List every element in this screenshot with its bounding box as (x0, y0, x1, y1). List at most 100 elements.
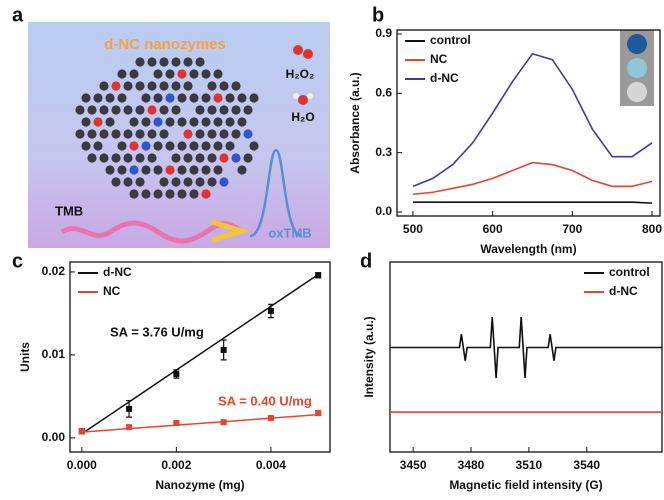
atom (225, 141, 235, 151)
legend-label: control (430, 33, 471, 47)
x-tick-label: 0.004 (256, 458, 286, 472)
atom (189, 165, 199, 175)
atom (213, 93, 223, 103)
atom (135, 129, 145, 139)
atom (213, 69, 223, 79)
data-point (315, 272, 322, 279)
atom (147, 57, 157, 67)
x-tick-label: 0.002 (161, 458, 191, 472)
series-line (390, 317, 662, 378)
atom (171, 105, 181, 115)
x-tick-label: 3480 (458, 458, 485, 472)
y-axis-label: Units (18, 342, 32, 372)
atom (105, 117, 115, 127)
x-axis-label: Wavelength (nm) (480, 242, 576, 256)
data-point (173, 419, 180, 426)
atom (81, 141, 91, 151)
atom (159, 177, 169, 187)
plot-frame (389, 261, 663, 453)
atom (153, 117, 163, 127)
atom (231, 153, 241, 163)
atom (201, 141, 211, 151)
h2o2-atom (303, 49, 313, 59)
atom (87, 129, 97, 139)
y-tick-label: 0.02 (42, 264, 66, 278)
atom (165, 165, 175, 175)
atom (189, 93, 199, 103)
atom (219, 129, 229, 139)
x-tick-label: 3450 (400, 458, 427, 472)
atom (201, 189, 211, 199)
x-tick-label: 3510 (516, 458, 543, 472)
atom (171, 57, 181, 67)
atom (105, 93, 115, 103)
atom (195, 153, 205, 163)
atom (189, 141, 199, 151)
data-point (267, 307, 274, 314)
series-line (412, 52, 653, 188)
atom (189, 189, 199, 199)
atom (225, 93, 235, 103)
y-tick-label: 0.9 (375, 26, 392, 40)
atom (117, 93, 127, 103)
x-tick-label: 3540 (573, 458, 600, 472)
legend-label: NC (103, 284, 121, 298)
atom (93, 141, 103, 151)
atom (147, 81, 157, 91)
atom (219, 153, 229, 163)
reaction-arrow (211, 219, 251, 243)
atom (213, 165, 223, 175)
atom (243, 129, 253, 139)
atom (195, 105, 205, 115)
atom (123, 105, 133, 115)
atom (183, 81, 193, 91)
atom (123, 177, 133, 187)
x-tick-label: 600 (483, 222, 503, 236)
atom (165, 93, 175, 103)
atom (117, 165, 127, 175)
atom (225, 117, 235, 127)
atom (129, 165, 139, 175)
atom (189, 117, 199, 127)
atom (123, 153, 133, 163)
atom (99, 81, 109, 91)
atom (93, 93, 103, 103)
data-point (220, 419, 227, 426)
panel-label: c (12, 250, 23, 272)
atom (177, 69, 187, 79)
atom (243, 153, 253, 163)
atom (207, 153, 217, 163)
y-axis-label: Intensity (a.u.) (362, 316, 376, 397)
atom (201, 93, 211, 103)
panel-label: a (12, 4, 24, 26)
atom (195, 177, 205, 187)
data-point (126, 424, 133, 431)
atom (183, 177, 193, 187)
y-axis-label: Absorbance (a.u.) (348, 72, 362, 173)
atom (165, 141, 175, 151)
atom (99, 105, 109, 115)
atom (201, 117, 211, 127)
atom (207, 129, 217, 139)
atom (195, 129, 205, 139)
atom (141, 117, 151, 127)
y-tick-label: 0.3 (375, 145, 392, 159)
panel-label: b (372, 4, 384, 26)
data-point (78, 428, 85, 435)
atom (219, 177, 229, 187)
atom (195, 57, 205, 67)
x-tick-label: 800 (642, 222, 662, 236)
data-point (315, 410, 322, 417)
atom (159, 105, 169, 115)
h2o2-atom (293, 45, 303, 55)
atom (135, 105, 145, 115)
atom (75, 129, 85, 139)
substrate-label: TMB (55, 203, 83, 218)
atom (177, 141, 187, 151)
vial (627, 82, 647, 102)
panel-label: d (360, 250, 372, 272)
legend-label: control (609, 265, 650, 279)
x-axis-label: Magnetic field intensity (G) (449, 478, 602, 492)
atom (123, 129, 133, 139)
